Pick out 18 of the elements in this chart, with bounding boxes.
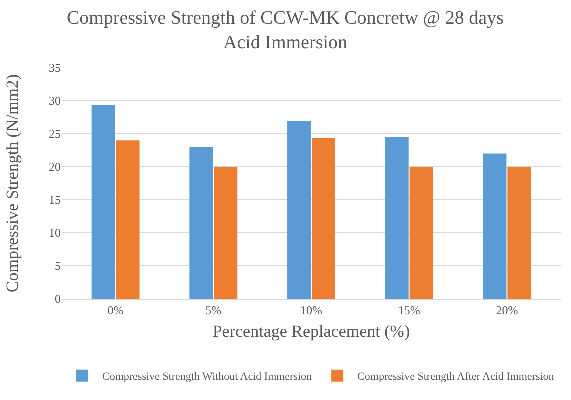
x-tick-label: 5%	[206, 303, 222, 318]
y-tick-label: 20	[49, 160, 61, 174]
y-tick-label: 5	[55, 259, 61, 274]
y-tick-label: 0	[55, 292, 61, 306]
x-axis-title: Percentage Replacement (%)	[212, 322, 410, 341]
y-tick-label: 25	[49, 127, 61, 142]
legend-label: Compressive Strength After Acid Immersion	[358, 371, 555, 384]
x-tick-label: 0%	[108, 303, 124, 318]
x-tick-label: 15%	[398, 303, 420, 318]
chart-title: Compressive Strength of CCW-MK Concretw @ 28 days Acid Immersion	[66, 8, 504, 54]
y-tick-label: 35	[49, 61, 61, 76]
x-tick-label: 20%	[496, 303, 518, 318]
y-tick-label: 10	[49, 226, 61, 240]
y-axis-title: Compressive Strength (N/mm2)	[3, 74, 22, 293]
x-tick-label: 10%	[300, 303, 322, 318]
y-tick-label: 30	[49, 94, 61, 108]
y-tick-label: 15	[49, 193, 61, 208]
legend-label: Compressive Strength Without Acid Immersion	[102, 371, 313, 384]
